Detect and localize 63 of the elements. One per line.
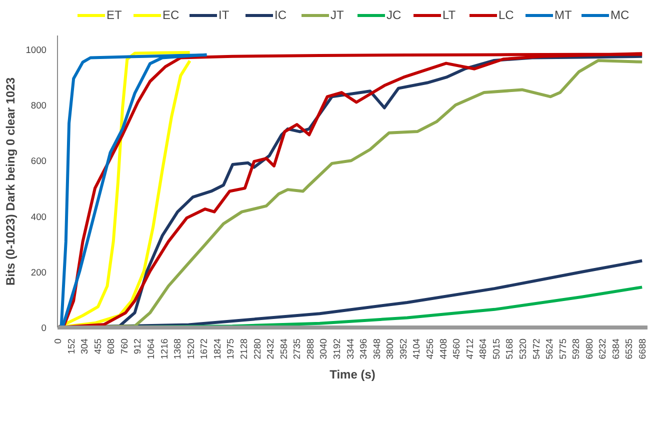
x-tick-label: 2280: [252, 338, 262, 360]
x-tick-label: 5775: [558, 338, 568, 360]
x-tick-label: 2584: [278, 338, 289, 360]
x-axis-title: Time (s): [330, 367, 376, 382]
legend-label: IC: [274, 8, 288, 22]
y-tick-label: 200: [30, 267, 47, 278]
legend-label: JT: [330, 8, 345, 22]
legend-label: LT: [442, 8, 457, 22]
x-tick-label: 6384: [611, 338, 622, 360]
y-axis-title: Bits (0-1023) Dark being 0 clear 1023: [4, 77, 18, 286]
legend-label: MC: [610, 8, 630, 22]
x-tick-label: 6688: [638, 338, 648, 360]
x-tick-label: 6535: [624, 338, 634, 360]
x-tick-label: 4712: [464, 338, 475, 360]
y-tick-label: 800: [30, 100, 47, 111]
x-tick-label: 4864: [478, 338, 488, 360]
x-tick-label: 2128: [239, 338, 250, 360]
x-tick-label: 1368: [172, 338, 183, 360]
x-tick-label: 2735: [292, 338, 302, 360]
x-tick-label: 3344: [345, 338, 356, 360]
x-tick-label: 760: [119, 338, 130, 354]
x-tick-label: 608: [106, 338, 116, 354]
legend-label: LC: [498, 8, 515, 22]
y-tick-label: 0: [41, 323, 47, 333]
legend-label: ET: [106, 8, 123, 22]
x-tick-label: 6080: [584, 338, 594, 360]
x-tick-label: 0: [53, 338, 63, 344]
x-tick-label: 304: [80, 338, 90, 354]
x-tick-label: 5624: [544, 338, 555, 360]
x-tick-label: 4256: [425, 338, 436, 360]
x-tick-label: 1216: [159, 338, 170, 360]
x-tick-label: 2888: [305, 338, 316, 360]
legend-label: IT: [218, 8, 230, 22]
x-tick-label: 455: [92, 338, 103, 354]
x-tick-label: 1672: [199, 338, 210, 360]
x-tick-label: 6232: [598, 338, 608, 360]
x-tick-label: 4104: [412, 338, 422, 360]
y-tick-label: 400: [30, 212, 47, 222]
x-tick-label: 5472: [531, 338, 542, 360]
x-tick-label: 5320: [518, 338, 528, 360]
x-tick-label: 912: [132, 338, 143, 354]
y-tick-label: 1000: [26, 44, 47, 55]
x-tick-label: 3648: [372, 338, 382, 360]
y-tick-label: 600: [30, 156, 47, 166]
x-tick-label: 5168: [504, 338, 515, 360]
x-tick-label: 1975: [226, 338, 236, 360]
x-tick-label: 3952: [398, 338, 408, 360]
x-tick-label: 5015: [491, 338, 502, 360]
x-tick-label: 152: [66, 338, 76, 354]
x-tick-label: 2432: [266, 338, 276, 360]
x-tick-label: 3192: [332, 338, 342, 360]
x-tick-label: 3800: [385, 338, 396, 360]
x-tick-label: 1064: [146, 338, 156, 360]
x-tick-label: 1520: [186, 338, 196, 360]
x-tick-label: 1824: [212, 338, 222, 360]
legend-label: EC: [162, 8, 180, 22]
x-tick-label: 4560: [452, 338, 462, 360]
x-tick-label: 5928: [571, 338, 582, 360]
x-tick-label: 4408: [438, 338, 448, 360]
legend-label: JC: [386, 8, 402, 22]
legend-label: MT: [554, 8, 573, 22]
x-tick-label: 3040: [318, 338, 329, 360]
x-tick-label: 3496: [358, 338, 369, 360]
